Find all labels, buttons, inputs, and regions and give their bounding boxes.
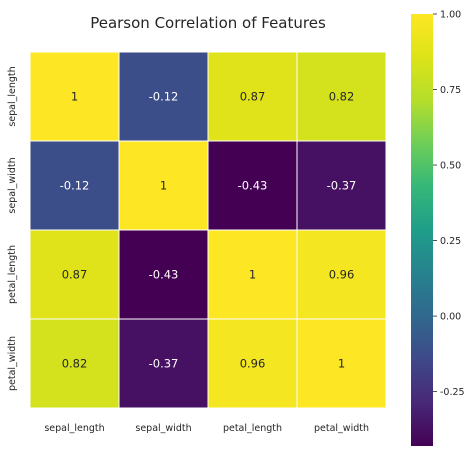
x-tick-petal_width: petal_width <box>314 423 369 434</box>
cell-annotation-r0-c0: 1 <box>71 90 78 104</box>
heatmap-cell-r0-c2 <box>207 51 298 142</box>
heatmap-cell-r3-c0 <box>29 318 120 409</box>
cell-annotation-r1-c2: -0.43 <box>238 179 268 193</box>
cell-annotation-r3-c3: 1 <box>338 357 345 371</box>
heatmap-cell-r3-c1 <box>118 318 209 409</box>
colorbar-tick-label-0.75: 0.75 <box>440 85 461 96</box>
cell-annotation-r1-c0: -0.12 <box>60 179 90 193</box>
heatmap-cell-r0-c0 <box>29 51 120 142</box>
cell-annotation-r1-c1: 1 <box>160 179 167 193</box>
heatmap-cell-r1-c1 <box>118 140 209 231</box>
chart-title: Pearson Correlation of Features <box>90 14 326 32</box>
cell-annotation-r2-c2: 1 <box>249 268 256 282</box>
colorbar <box>411 14 433 446</box>
cell-annotation-r2-c3: 0.96 <box>329 268 355 282</box>
y-tick-petal_length: petal_length <box>7 245 18 304</box>
colorbar-tick-label-1.00: 1.00 <box>440 10 461 21</box>
colorbar-tick-label--0.25: -0.25 <box>440 387 465 398</box>
y-tick-petal_width: petal_width <box>7 336 18 391</box>
heatmap-cell-r0-c1 <box>118 51 209 142</box>
heatmap-cells <box>29 51 387 409</box>
cell-annotation-r3-c1: -0.37 <box>149 357 179 371</box>
colorbar-tick-label-0.00: 0.00 <box>440 312 461 323</box>
cell-annotation-r3-c0: 0.82 <box>62 357 88 371</box>
cell-annotation-r2-c0: 0.87 <box>62 268 88 282</box>
heatmap-cell-r2-c1 <box>118 229 209 320</box>
cell-annotation-r1-c3: -0.37 <box>327 179 357 193</box>
heatmap-cell-r2-c3 <box>296 229 387 320</box>
x-tick-sepal_length: sepal_length <box>44 423 104 434</box>
y-tick-labels: sepal_length sepal_width petal_lengthpetal… <box>7 66 18 391</box>
cell-annotation-r0-c3: 0.82 <box>329 90 355 104</box>
cell-annotation-r0-c1: -0.12 <box>149 90 179 104</box>
colorbar-gradient <box>411 14 433 446</box>
x-tick-labels: sepal_length sepal_width petal_length petal… <box>44 423 369 434</box>
heatmap-cell-r1-c3 <box>296 140 387 231</box>
colorbar-ticks: 1.00 0.75 0.50 0.25 0.00 -0.25 <box>433 10 465 398</box>
heatmap-cell-r0-c3 <box>296 51 387 142</box>
heatmap-cell-r3-c3 <box>296 318 387 409</box>
heatmap-annotations: 1 -0.12 0.87 0.82 -0.12 1 -0.43 -0.37 0.87 -0.43 1… <box>60 90 357 371</box>
cell-annotation-r2-c1: -0.43 <box>149 268 179 282</box>
colorbar-tick-label-0.50: 0.50 <box>440 161 461 172</box>
heatmap-cell-r1-c0 <box>29 140 120 231</box>
y-tick-sepal_length: sepal_length <box>7 66 18 126</box>
cell-annotation-r3-c2: 0.96 <box>240 357 266 371</box>
x-tick-sepal_width: sepal_width <box>135 423 191 434</box>
x-tick-petal_length: petal_length <box>223 423 282 434</box>
heatmap-cell-r3-c2 <box>207 318 298 409</box>
colorbar-tick-label-0.25: 0.25 <box>440 236 461 247</box>
cell-annotation-r0-c2: 0.87 <box>240 90 266 104</box>
y-tick-sepal_width: sepal_width <box>7 157 18 213</box>
